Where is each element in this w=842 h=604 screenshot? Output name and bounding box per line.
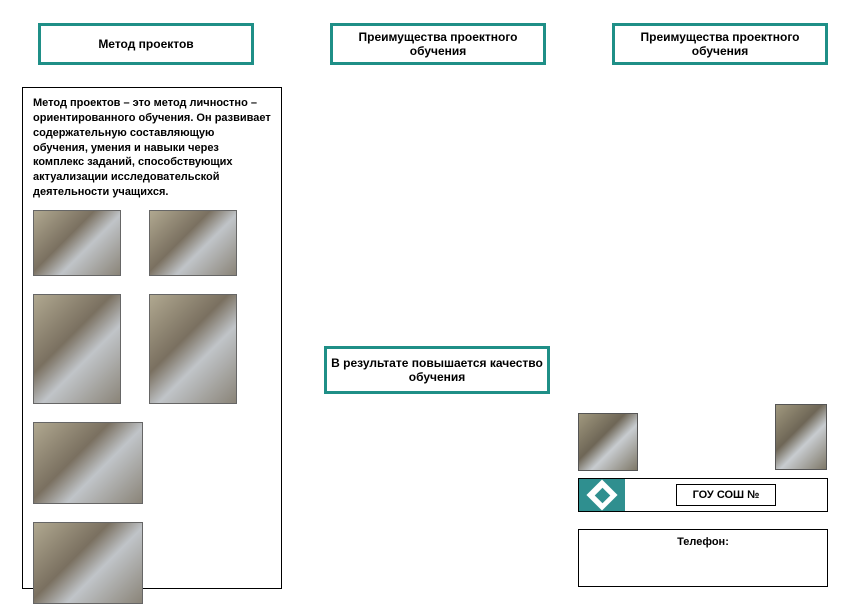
col1-content-box: Метод проектов – это метод личностно – о…: [22, 87, 282, 589]
result-box: В результате повышается качество обучени…: [324, 346, 550, 394]
col1-title-box: Метод проектов: [38, 23, 254, 65]
photo-grid: [33, 210, 271, 604]
photo: [33, 210, 121, 276]
small-photo-left: [578, 413, 638, 471]
col2-title-box: Преимущества проектного обучения: [330, 23, 546, 65]
photo: [33, 522, 143, 604]
photo: [33, 422, 143, 504]
col3-title: Преимущества проектного обучения: [615, 30, 825, 58]
small-photo-right: [775, 404, 827, 470]
photo: [33, 294, 121, 404]
col2-title: Преимущества проектного обучения: [333, 30, 543, 58]
col3-title-box: Преимущества проектного обучения: [612, 23, 828, 65]
result-text: В результате повышается качество обучени…: [327, 356, 547, 384]
phone-label: Телефон:: [677, 536, 729, 548]
phone-box: Телефон:: [578, 529, 828, 587]
org-label: ГОУ СОШ №: [676, 484, 777, 506]
col1-body-text: Метод проектов – это метод личностно – о…: [33, 96, 271, 200]
org-label-wrap: ГОУ СОШ №: [625, 479, 827, 511]
org-logo-icon: [579, 479, 625, 511]
photo: [149, 294, 237, 404]
photo: [149, 210, 237, 276]
col1-title: Метод проектов: [98, 37, 193, 51]
org-band: ГОУ СОШ №: [578, 478, 828, 512]
